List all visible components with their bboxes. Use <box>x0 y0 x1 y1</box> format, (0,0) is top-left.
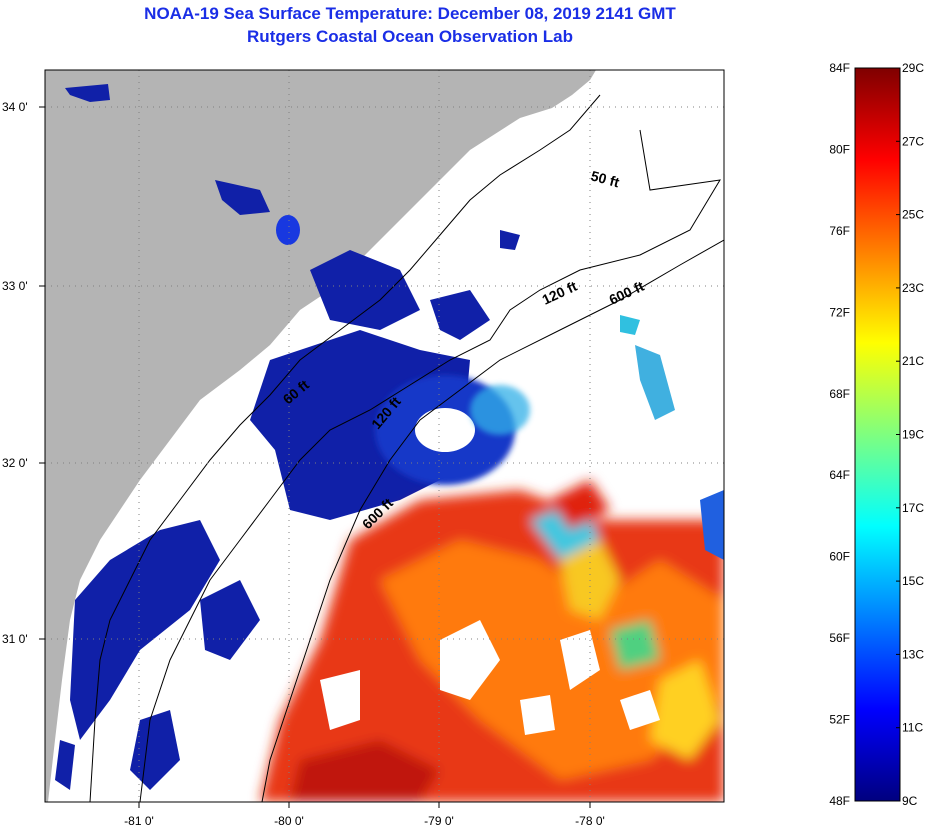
fahrenheit-tick-label: 68F <box>829 387 850 401</box>
celsius-tick-label: 9C <box>902 794 918 808</box>
fahrenheit-tick-label: 52F <box>829 713 850 727</box>
celsius-scale: 29C 27C 25C 23C 21C 19C 17C 15C 13C 11C 9C <box>896 61 924 808</box>
fahrenheit-tick-label: 84F <box>829 61 850 75</box>
celsius-tick-label: 21C <box>902 354 924 368</box>
celsius-tick-label: 25C <box>902 208 924 222</box>
map-frame <box>44 69 725 803</box>
fahrenheit-tick-label: 56F <box>829 631 850 645</box>
fahrenheit-tick-label: 76F <box>829 224 850 238</box>
map-subtitle: Rutgers Coastal Ocean Observation Lab <box>247 27 573 46</box>
isobath-lines <box>89 94 724 802</box>
offshore-patches <box>620 315 724 560</box>
lon-label-81: -81 0' <box>124 814 154 828</box>
contour-label-50ft: 50 ft <box>589 167 621 190</box>
celsius-tick-label: 11C <box>902 721 923 735</box>
lon-label-80: -80 0' <box>274 814 304 828</box>
fahrenheit-scale: 84F 80F 76F 72F 68F 64F 60F 56F 52F 48F <box>829 61 850 808</box>
lon-label-78: -78 0' <box>575 814 605 828</box>
fahrenheit-tick-label: 72F <box>829 305 850 319</box>
lat-label-32: 32 0' <box>2 456 28 470</box>
map-title: NOAA-19 Sea Surface Temperature: Decembe… <box>144 4 676 23</box>
celsius-tick-label: 17C <box>902 501 924 515</box>
celsius-tick-label: 27C <box>902 134 924 148</box>
lat-label-33: 33 0' <box>2 279 28 293</box>
cold-eddy <box>375 375 530 485</box>
lat-label-34: 34 0' <box>2 100 28 114</box>
celsius-tick-label: 13C <box>902 647 924 661</box>
land-mass <box>45 70 596 802</box>
sst-map: 50 ft 120 ft 600 ft 60 ft 120 ft 600 ft … <box>2 69 725 828</box>
celsius-tick-label: 29C <box>902 61 924 75</box>
graticule <box>45 70 724 802</box>
fahrenheit-tick-label: 48F <box>829 794 850 808</box>
cloud-gaps <box>320 620 660 735</box>
lon-label-79: -79 0' <box>424 814 454 828</box>
celsius-tick-label: 19C <box>902 428 924 442</box>
fahrenheit-tick-label: 60F <box>829 550 850 564</box>
colorbar-gradient <box>854 67 901 802</box>
fahrenheit-tick-label: 64F <box>829 468 850 482</box>
axis-ticks <box>39 106 591 808</box>
celsius-tick-label: 15C <box>902 574 924 588</box>
fahrenheit-tick-label: 80F <box>829 142 850 156</box>
cold-water-patches <box>55 84 520 790</box>
celsius-tick-label: 23C <box>902 281 924 295</box>
lat-label-31: 31 0' <box>2 632 28 646</box>
temperature-colorbar: 84F 80F 76F 72F 68F 64F 60F 56F 52F 48F 29C 27C 25C… <box>829 61 924 808</box>
